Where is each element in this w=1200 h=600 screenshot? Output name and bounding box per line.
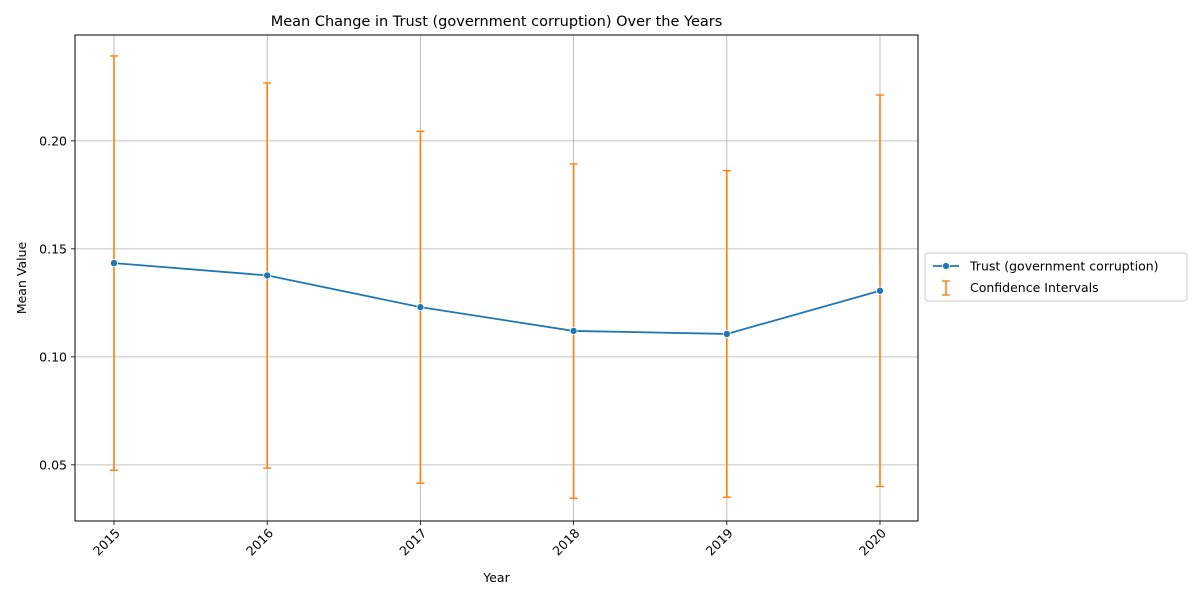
- legend-label-series: Trust (government corruption): [969, 259, 1159, 274]
- data-point: [722, 329, 731, 338]
- data-point: [263, 271, 272, 280]
- data-points: [110, 259, 885, 338]
- data-point: [876, 286, 885, 295]
- y-tick-label: 0.20: [39, 133, 67, 148]
- grid: [75, 35, 918, 521]
- legend-errorbar-swatch: [942, 280, 950, 296]
- axis-ticks: 2015 2016 2017 2018 2019 2020 0.05 0.10 0.15 0.20: [39, 133, 889, 558]
- chart-title: Mean Change in Trust (government corrupt…: [271, 14, 723, 30]
- x-axis-label: Year: [482, 570, 510, 585]
- x-tick-label: 2017: [396, 525, 429, 558]
- error-bars: [110, 55, 884, 500]
- series-line-group: [113, 262, 881, 335]
- x-tick-label: 2019: [703, 525, 736, 558]
- x-tick-label: 2018: [549, 525, 582, 558]
- data-point: [110, 259, 119, 268]
- legend-box: [924, 252, 1188, 302]
- legend: Trust (government corruption) Confidence…: [924, 252, 1188, 302]
- y-tick-label: 0.10: [39, 349, 67, 364]
- plot-frame: [74, 34, 919, 522]
- legend-marker-swatch: [942, 262, 950, 270]
- x-tick-label: 2015: [90, 525, 123, 558]
- y-axis-label: Mean Value: [14, 242, 29, 315]
- data-point: [416, 303, 425, 312]
- y-tick-label: 0.15: [39, 241, 67, 256]
- y-tick-label: 0.05: [39, 457, 67, 472]
- data-point: [569, 326, 578, 335]
- series-line: [113, 262, 881, 335]
- legend-label-confidence-intervals: Confidence Intervals: [970, 280, 1099, 295]
- x-tick-label: 2016: [243, 525, 276, 558]
- x-tick-label: 2020: [856, 525, 889, 558]
